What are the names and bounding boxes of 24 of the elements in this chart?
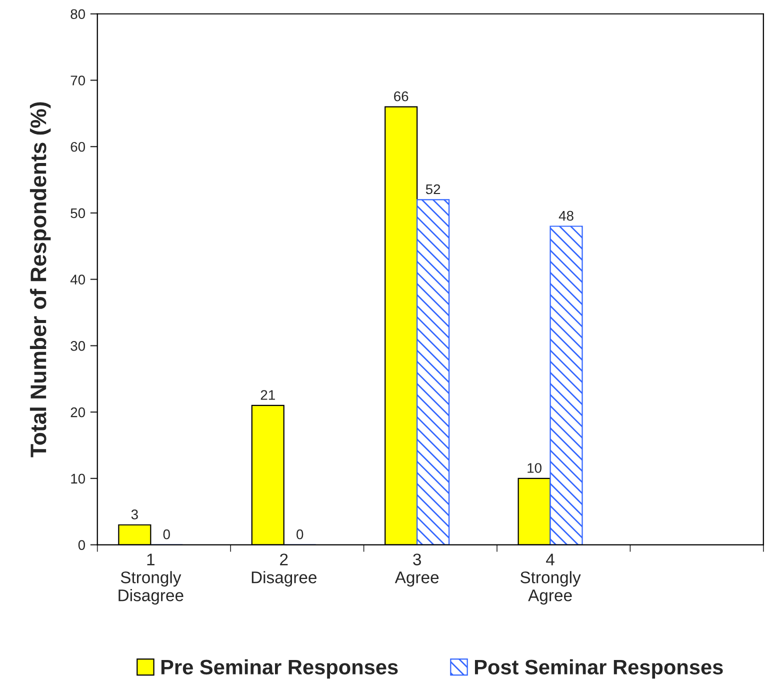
legend-label: Pre Seminar Responses xyxy=(161,659,398,679)
data-label: 52 xyxy=(426,184,440,194)
y-tick-label: 40 xyxy=(70,274,86,285)
y-tick-label: 20 xyxy=(70,407,86,418)
x-tick-label: 1 Strongly Disagree xyxy=(118,554,184,605)
y-tick-label: 50 xyxy=(70,208,86,218)
data-label: 66 xyxy=(394,91,408,102)
y-tick-label: 30 xyxy=(70,341,86,351)
data-label: 48 xyxy=(558,210,574,221)
y-tick-label: 60 xyxy=(70,142,86,152)
legend-label: Post Seminar Responses xyxy=(474,659,723,679)
y-tick-label: 80 xyxy=(70,9,86,20)
data-label: 3 xyxy=(131,510,138,520)
data-label: 10 xyxy=(528,463,542,473)
x-tick-label: 4 Strongly Agree xyxy=(520,554,581,605)
y-tick-label: 0 xyxy=(78,540,86,550)
y-tick-label: 10 xyxy=(71,474,86,484)
x-tick-label: 2 Disagree xyxy=(252,554,316,587)
y-tick-label: 70 xyxy=(70,76,86,86)
data-label: 0 xyxy=(296,529,304,540)
data-label: 0 xyxy=(163,529,170,540)
x-tick-label: 3 Agree xyxy=(394,554,439,587)
data-label: 21 xyxy=(260,390,275,400)
y-axis-title: Total Number of Respondents (%) xyxy=(30,102,51,458)
